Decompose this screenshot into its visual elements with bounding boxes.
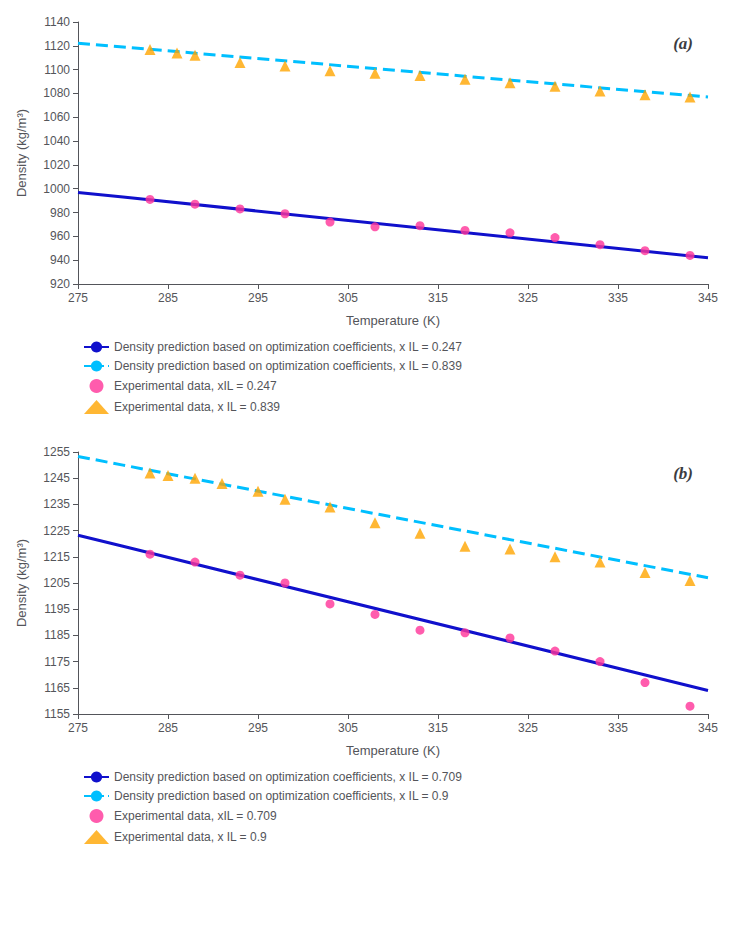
svg-text:305: 305: [338, 721, 358, 735]
svg-text:Density prediction based on op: Density prediction based on optimization…: [114, 789, 449, 803]
svg-text:275: 275: [68, 291, 88, 305]
svg-text:Experimental data, x IL = 0.9: Experimental data, x IL = 0.9: [114, 830, 267, 844]
svg-text:Density prediction based on op: Density prediction based on optimization…: [114, 770, 462, 784]
svg-text:1235: 1235: [43, 497, 70, 511]
svg-text:1140: 1140: [44, 15, 70, 29]
svg-text:325: 325: [518, 721, 538, 735]
svg-text:1040: 1040: [43, 134, 70, 148]
svg-text:Density (kg/m³): Density (kg/m³): [14, 109, 29, 197]
svg-text:1000: 1000: [43, 182, 70, 196]
svg-text:1120: 1120: [44, 39, 70, 53]
svg-text:285: 285: [158, 291, 178, 305]
svg-text:1225: 1225: [43, 524, 70, 538]
svg-text:1175: 1175: [44, 655, 70, 669]
svg-text:1245: 1245: [43, 471, 70, 485]
svg-text:Density (kg/m³): Density (kg/m³): [14, 539, 29, 627]
svg-text:1155: 1155: [44, 707, 70, 721]
svg-text:1195: 1195: [44, 602, 70, 616]
svg-text:Experimental data, xIL = 0.709: Experimental data, xIL = 0.709: [114, 809, 277, 823]
svg-text:960: 960: [50, 229, 70, 243]
svg-text:1100: 1100: [44, 63, 70, 77]
svg-text:940: 940: [50, 253, 70, 267]
svg-text:315: 315: [428, 721, 448, 735]
svg-text:1165: 1165: [44, 681, 70, 695]
svg-text:1205: 1205: [43, 576, 70, 590]
svg-text:345: 345: [698, 721, 718, 735]
svg-text:Temperature (K): Temperature (K): [346, 743, 440, 758]
svg-text:Experimental data, x IL = 0.83: Experimental data, x IL = 0.839: [114, 400, 280, 414]
svg-text:275: 275: [68, 721, 88, 735]
svg-text:980: 980: [50, 206, 70, 220]
svg-text:(b): (b): [673, 464, 693, 483]
svg-text:325: 325: [518, 291, 538, 305]
svg-text:1020: 1020: [43, 158, 70, 172]
svg-text:335: 335: [608, 721, 628, 735]
svg-text:1185: 1185: [44, 628, 70, 642]
svg-text:1255: 1255: [43, 445, 70, 459]
svg-text:1080: 1080: [43, 86, 70, 100]
svg-text:345: 345: [698, 291, 718, 305]
svg-text:295: 295: [248, 291, 268, 305]
svg-text:335: 335: [608, 291, 628, 305]
svg-text:1215: 1215: [43, 550, 70, 564]
svg-text:Density prediction based on op: Density prediction based on optimization…: [114, 340, 462, 354]
svg-text:Experimental data, xIL = 0.247: Experimental data, xIL = 0.247: [114, 379, 277, 393]
svg-text:Temperature (K): Temperature (K): [346, 313, 440, 328]
svg-text:295: 295: [248, 721, 268, 735]
svg-text:1060: 1060: [43, 110, 70, 124]
svg-text:(a): (a): [673, 34, 693, 53]
svg-text:285: 285: [158, 721, 178, 735]
svg-text:920: 920: [50, 277, 70, 291]
svg-text:315: 315: [428, 291, 448, 305]
svg-text:Density prediction based on op: Density prediction based on optimization…: [114, 359, 462, 373]
svg-text:305: 305: [338, 291, 358, 305]
